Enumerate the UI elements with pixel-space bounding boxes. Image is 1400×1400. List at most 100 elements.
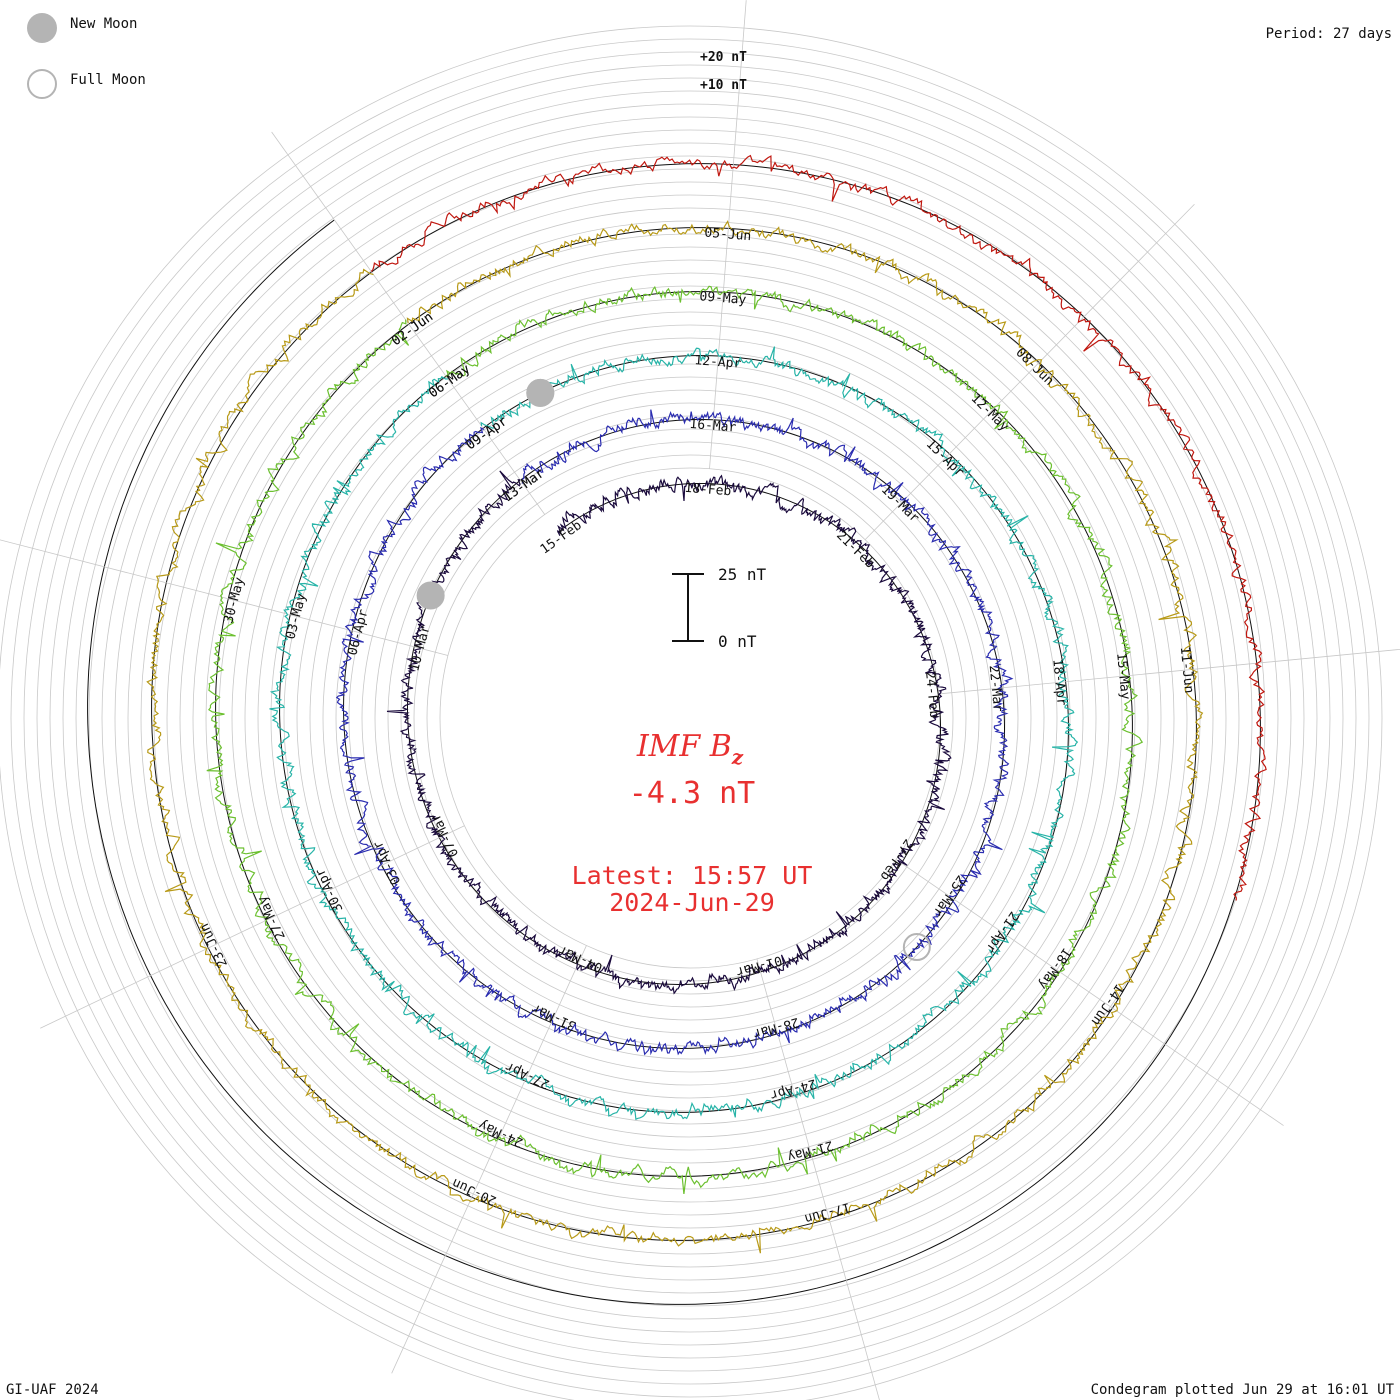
bz-traces — [146, 154, 1267, 1254]
date-label: 24-Feb — [922, 671, 941, 719]
scale-top-label: 25 nT — [718, 565, 767, 584]
day-spoke — [0, 539, 449, 656]
grid-ring — [10, 38, 1370, 1398]
current-value: -4.3 nT — [629, 776, 755, 811]
grid-ring — [374, 402, 1006, 1034]
grid-ring — [348, 376, 1032, 1060]
grid-ring — [114, 142, 1266, 1294]
date-label: 06-Apr — [345, 608, 371, 657]
date-label: 24-Apr — [768, 1075, 817, 1102]
grid-ring — [361, 389, 1019, 1047]
grid-ring — [88, 116, 1292, 1320]
date-label: 24-May — [476, 1117, 525, 1150]
scale-bottom-label: 0 nT — [718, 632, 757, 651]
grid-ring — [153, 181, 1227, 1255]
day-spoke — [938, 648, 1400, 695]
date-label: 30-Apr — [313, 865, 347, 914]
day-spoke — [40, 825, 465, 1029]
date-label: 22-Mar — [986, 664, 1005, 712]
ring-scale-label: +20 nT — [700, 50, 747, 65]
grid-ring — [413, 441, 967, 995]
date-label: 18-Feb — [684, 481, 732, 500]
ring-scale-label: +10 nT — [700, 78, 747, 93]
bz-trace-rotation-6 — [370, 154, 1267, 901]
grid-ring — [36, 64, 1344, 1372]
date-label: 18-Apr — [1049, 658, 1068, 706]
grid-ring — [257, 285, 1123, 1151]
new-moon-legend-label: New Moon — [70, 16, 137, 32]
date-label: 15-Feb — [538, 518, 585, 558]
day-spoke — [709, 0, 747, 469]
grid-ring — [166, 194, 1214, 1242]
date-label: 12-Apr — [694, 353, 742, 372]
date-label: 05-Jun — [704, 226, 752, 245]
grid-ring — [218, 246, 1162, 1190]
grid-ring — [49, 77, 1331, 1359]
full-moon-legend-label: Full Moon — [70, 72, 146, 88]
date-label: 03-Apr — [370, 838, 404, 887]
grid-ring — [205, 233, 1175, 1203]
date-label: 28-Mar — [751, 1014, 800, 1041]
day-spoke — [895, 859, 1284, 1126]
grid-ring — [140, 168, 1240, 1268]
grid-ring — [231, 259, 1149, 1177]
latest-time: Latest: 15:57 UT — [572, 861, 813, 890]
grid-ring — [296, 324, 1084, 1112]
grid-ring — [283, 311, 1097, 1125]
grid-ring — [179, 207, 1201, 1229]
full-moon-icon — [902, 933, 931, 962]
bz-trace-rotation-2 — [335, 409, 1014, 1056]
bz-trace-rotation-5 — [146, 220, 1204, 1254]
ring-grid — [0, 25, 1383, 1400]
grid-ring — [127, 155, 1253, 1281]
period-label: Period: 27 days — [1266, 26, 1392, 42]
footer-plotted: Condegram plotted Jun 29 at 16:01 UT — [1091, 1382, 1395, 1398]
grid-ring — [192, 220, 1188, 1216]
chart-title: IMF Bz — [636, 729, 744, 769]
full-moon-legend-icon — [27, 69, 57, 99]
date-label: 10-Mar — [407, 624, 433, 673]
day-spoke — [271, 131, 546, 515]
grid-ring — [400, 428, 980, 1008]
date-label: 01-Mar — [734, 952, 783, 979]
ring-scale-labels: +20 nT +10 nT — [700, 50, 747, 93]
latest-date: 2024-Jun-29 — [609, 888, 775, 917]
bz-trace-rotation-1 — [386, 470, 952, 995]
date-label: 02-Jun — [389, 310, 436, 349]
day-spoke — [864, 203, 1195, 540]
date-label: 17-Jun — [803, 1199, 852, 1226]
new-moon-icon — [526, 378, 555, 407]
grid-ring — [335, 363, 1045, 1073]
grid-ring — [101, 129, 1279, 1307]
date-label: 16-Mar — [689, 417, 737, 436]
grid-ring — [322, 350, 1058, 1086]
footer-credit: GI-UAF 2024 — [6, 1382, 99, 1398]
new-moon-icon — [416, 581, 445, 610]
date-label: 20-Jun — [450, 1175, 499, 1208]
date-label: 15-May — [1113, 652, 1132, 700]
date-label: 18-May — [1035, 945, 1074, 992]
date-label: 23-Jun — [197, 921, 231, 970]
grid-ring — [244, 272, 1136, 1164]
scale-bar — [672, 573, 704, 642]
date-label: 04-Mar — [556, 942, 605, 975]
grid-ring — [309, 337, 1071, 1099]
date-label: 27-Apr — [503, 1058, 552, 1091]
date-label: 09-May — [699, 289, 747, 308]
grid-ring — [62, 90, 1318, 1346]
day-spoke — [391, 945, 587, 1374]
date-label: 09-Apr — [463, 414, 510, 454]
bz-trace-rotation-4 — [206, 285, 1144, 1194]
grid-ring — [270, 298, 1110, 1138]
date-label: 11-Jun — [1177, 646, 1196, 694]
bz-trace-rotation-3 — [269, 346, 1079, 1121]
grid-ring — [23, 51, 1357, 1385]
new-moon-legend-icon — [27, 13, 57, 43]
date-label: 31-Mar — [529, 1000, 578, 1033]
grid-ring — [0, 25, 1383, 1400]
moon-markers — [416, 378, 931, 962]
grid-ring — [75, 103, 1305, 1333]
date-label: 03-May — [283, 592, 309, 641]
